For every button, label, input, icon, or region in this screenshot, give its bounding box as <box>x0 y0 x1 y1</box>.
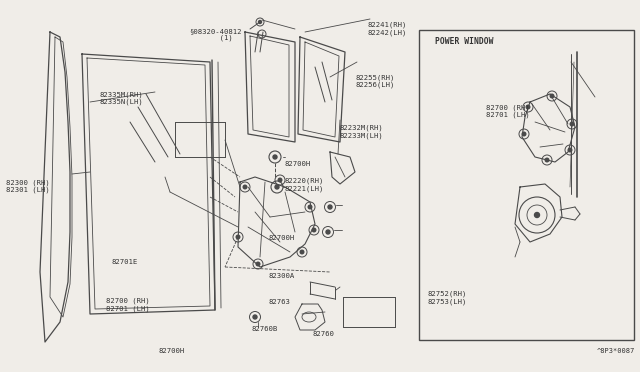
Circle shape <box>312 228 316 232</box>
Text: 82232M(RH)
82233M(LH): 82232M(RH) 82233M(LH) <box>339 125 383 139</box>
Circle shape <box>326 230 330 234</box>
Circle shape <box>243 185 247 189</box>
Circle shape <box>275 185 279 189</box>
Circle shape <box>300 250 304 254</box>
Text: 82760: 82760 <box>312 331 334 337</box>
Text: 82763: 82763 <box>269 299 291 305</box>
Circle shape <box>568 148 572 152</box>
Circle shape <box>534 212 540 218</box>
Circle shape <box>545 158 548 162</box>
Text: 82700 (RH)
82701 (LH): 82700 (RH) 82701 (LH) <box>486 104 530 118</box>
Circle shape <box>256 262 260 266</box>
Text: 82700 (RH)
82701 (LH): 82700 (RH) 82701 (LH) <box>106 298 149 312</box>
Circle shape <box>278 178 282 182</box>
Text: ^8P3*0087: ^8P3*0087 <box>596 348 635 354</box>
Text: 82701E: 82701E <box>112 259 138 264</box>
Circle shape <box>259 20 262 23</box>
Text: 82760B: 82760B <box>252 326 278 332</box>
Text: 82700H: 82700H <box>285 161 311 167</box>
Text: 82300 (RH)
82301 (LH): 82300 (RH) 82301 (LH) <box>6 179 50 193</box>
Circle shape <box>328 205 332 209</box>
Text: 82752(RH)
82753(LH): 82752(RH) 82753(LH) <box>428 291 467 305</box>
Circle shape <box>253 315 257 319</box>
Circle shape <box>570 122 574 126</box>
Circle shape <box>526 105 530 109</box>
Text: POWER WINDOW: POWER WINDOW <box>435 37 493 46</box>
Circle shape <box>308 205 312 209</box>
Circle shape <box>236 235 240 239</box>
Text: 82220(RH)
82221(LH): 82220(RH) 82221(LH) <box>285 178 324 192</box>
Circle shape <box>273 155 277 159</box>
Circle shape <box>550 94 554 98</box>
Text: 82700H: 82700H <box>159 348 185 354</box>
Text: 82241(RH)
82242(LH): 82241(RH) 82242(LH) <box>368 22 408 36</box>
Text: §08320-40812
       (1): §08320-40812 (1) <box>189 28 241 41</box>
Text: 82255(RH)
82256(LH): 82255(RH) 82256(LH) <box>355 74 395 89</box>
Text: 82300A: 82300A <box>269 273 295 279</box>
Text: 82335M(RH)
82335N(LH): 82335M(RH) 82335N(LH) <box>99 91 143 105</box>
Bar <box>419 30 634 340</box>
Circle shape <box>522 132 526 136</box>
Text: 82700H: 82700H <box>269 235 295 241</box>
